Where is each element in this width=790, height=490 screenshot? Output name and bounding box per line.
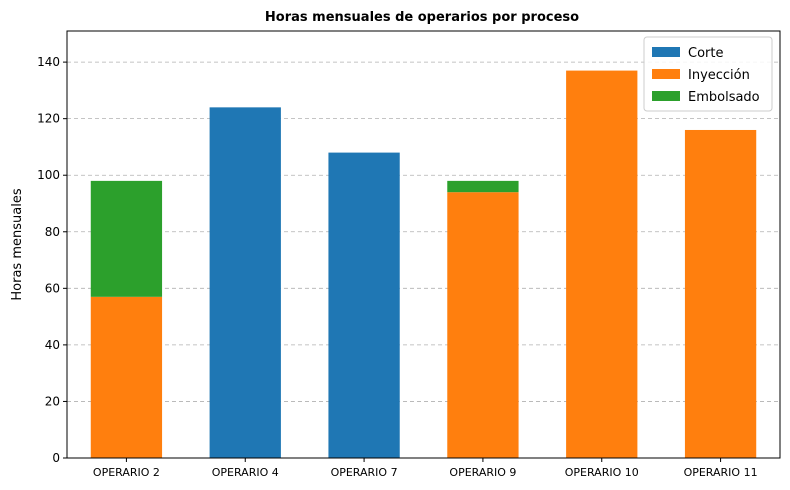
y-tick-label: 60 [45, 281, 60, 295]
x-axis-ticks: OPERARIO 2 OPERARIO 4 OPERARIO 7 OPERARIO 9… [93, 458, 758, 479]
y-tick-label: 0 [52, 451, 60, 465]
x-tick-label: OPERARIO 11 [684, 466, 758, 479]
y-axis-label: Horas mensuales [10, 188, 25, 300]
bar-embolsado-4 [447, 180, 519, 193]
y-tick-label: 80 [45, 225, 60, 239]
plot-frame [66, 30, 781, 459]
legend-label: Inyección [688, 68, 750, 83]
legend-label: Corte [688, 46, 723, 61]
grid-lines [67, 61, 780, 459]
bars [90, 70, 757, 459]
y-tick-label: 140 [37, 55, 60, 69]
bar-inyecci-n-4 [447, 192, 519, 458]
legend-label: Embolsado [688, 90, 760, 105]
bar-inyecci-n-6 [684, 129, 757, 458]
y-tick-label: 100 [37, 168, 60, 182]
x-tick-label: OPERARIO 7 [331, 466, 398, 479]
y-tick-label: 20 [45, 394, 60, 408]
bar-inyecci-n-1 [90, 296, 163, 458]
legend-swatch [652, 47, 680, 57]
bar-corte-2 [209, 107, 281, 459]
bar-inyecci-n-5 [566, 70, 638, 458]
x-tick-label: OPERARIO 9 [449, 466, 516, 479]
y-tick-label: 40 [45, 338, 60, 352]
legend-swatch [652, 69, 680, 79]
bar-embolsado-1 [90, 180, 163, 297]
chart-title: Horas mensuales de operarios por proceso [265, 10, 579, 25]
legend: Corte Inyección Embolsado [643, 36, 773, 112]
y-axis-ticks: 0 20 40 60 80 100 120 140 [37, 55, 67, 465]
bar-corte-3 [328, 152, 400, 459]
x-tick-label: OPERARIO 10 [565, 466, 639, 479]
y-tick-label: 120 [37, 112, 60, 126]
x-tick-label: OPERARIO 4 [212, 466, 279, 479]
legend-swatch [652, 91, 680, 101]
x-tick-label: OPERARIO 2 [93, 466, 160, 479]
